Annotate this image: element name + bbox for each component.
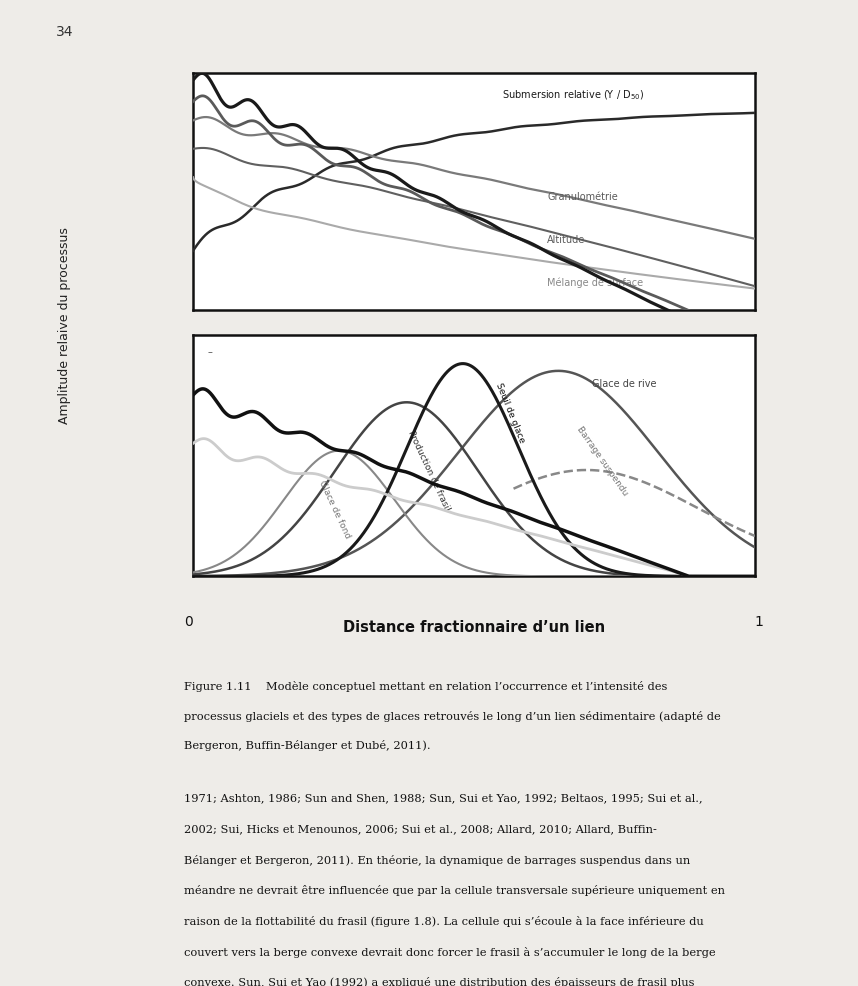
Text: Distance fractionnaire d’un lien: Distance fractionnaire d’un lien [343,619,605,634]
Text: 34: 34 [56,25,73,38]
Text: 1: 1 [755,614,764,628]
Text: couvert vers la berge convexe devrait donc forcer le frasil à s’accumuler le lon: couvert vers la berge convexe devrait do… [184,946,716,956]
Text: Barrage suspendu: Barrage suspendu [575,425,630,497]
Text: Mélange de surface: Mélange de surface [547,277,644,288]
Text: Granulométrie: Granulométrie [547,192,618,202]
Text: Bergeron, Buffin-Bélanger et Dubé, 2011).: Bergeron, Buffin-Bélanger et Dubé, 2011)… [184,740,431,750]
Text: Figure 1.11    Modèle conceptuel mettant en relation l’occurrence et l’intensité: Figure 1.11 Modèle conceptuel mettant en… [184,680,668,691]
Text: Glace de fond: Glace de fond [317,478,352,539]
Text: Submersion relative (Y / D$_{50}$): Submersion relative (Y / D$_{50}$) [502,89,644,102]
Text: convexe. Sun, Sui et Yao (1992) a expliqué une distribution des épaisseurs de fr: convexe. Sun, Sui et Yao (1992) a expliq… [184,976,695,986]
Text: Amplitude relaive du processus: Amplitude relaive du processus [57,227,71,424]
Text: –: – [207,346,212,357]
Text: raison de la flottabilité du frasil (figure 1.8). La cellule qui s’écoule à la f: raison de la flottabilité du frasil (fig… [184,915,704,926]
Text: Glace de rive: Glace de rive [592,379,656,388]
Text: Altitude: Altitude [547,235,585,245]
Text: processus glaciels et des types de glaces retrouvés le long d’un lien sédimentai: processus glaciels et des types de glace… [184,710,722,721]
Text: Production de frasil: Production de frasil [407,429,452,512]
Text: 0: 0 [184,614,193,628]
Text: Bélanger et Bergeron, 2011). En théorie, la dynamique de barrages suspendus dans: Bélanger et Bergeron, 2011). En théorie,… [184,854,691,865]
Text: 1971; Ashton, 1986; Sun and Shen, 1988; Sun, Sui et Yao, 1992; Beltaos, 1995; Su: 1971; Ashton, 1986; Sun and Shen, 1988; … [184,793,703,803]
Text: Seuil de glace: Seuil de glace [493,382,526,444]
Text: 2002; Sui, Hicks et Menounos, 2006; Sui et al., 2008; Allard, 2010; Allard, Buff: 2002; Sui, Hicks et Menounos, 2006; Sui … [184,823,657,833]
Text: méandre ne devrait être influencée que par la cellule transversale supérieure un: méandre ne devrait être influencée que p… [184,884,726,895]
